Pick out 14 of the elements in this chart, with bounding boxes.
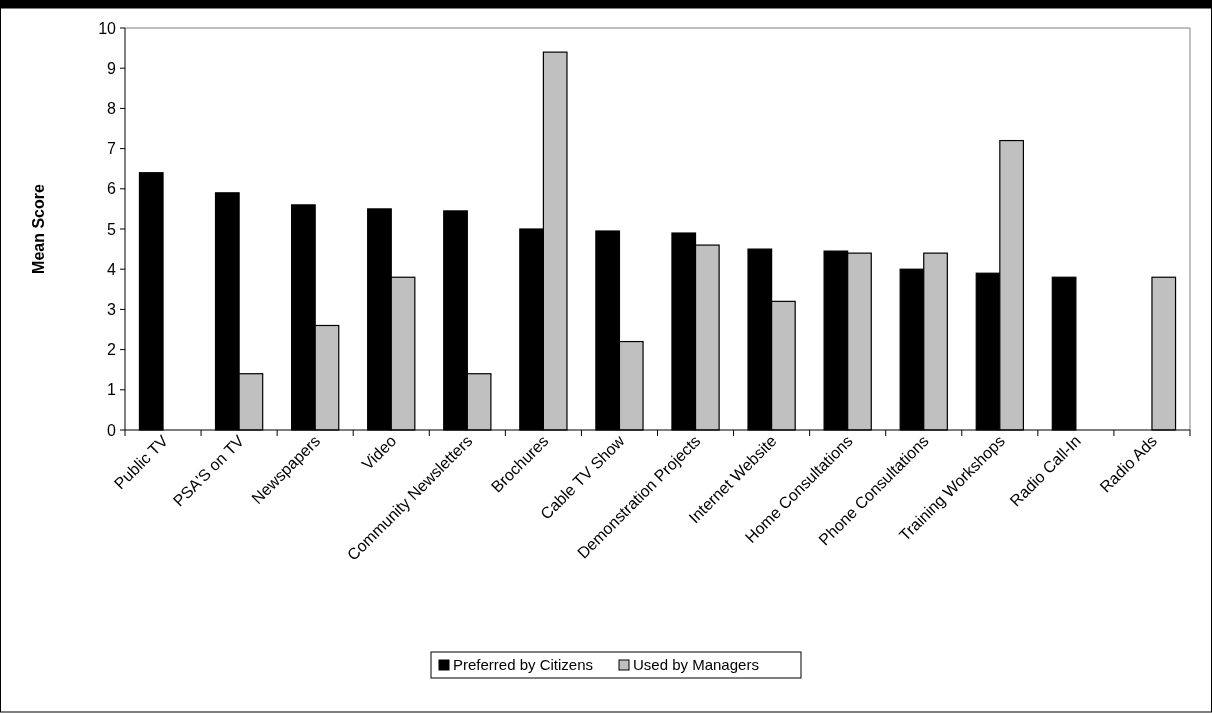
y-tick-label: 3 <box>107 301 117 318</box>
y-tick-label: 5 <box>107 220 117 238</box>
y-tick-label: 1 <box>107 381 117 399</box>
y-tick-label: 10 <box>98 19 117 37</box>
legend-label: Used by Managers <box>633 656 759 673</box>
legend-label: Preferred by Citizens <box>453 656 594 673</box>
y-tick-label: 9 <box>107 59 117 77</box>
y-tick-label: 6 <box>107 180 117 198</box>
y-tick-label: 0 <box>107 421 117 439</box>
y-tick-label: 8 <box>107 100 117 117</box>
y-tick-label: 2 <box>107 341 117 359</box>
y-tick-label: 7 <box>107 140 117 158</box>
y-axis-title: Mean Score <box>30 183 47 274</box>
y-tick-label: 4 <box>107 260 117 278</box>
